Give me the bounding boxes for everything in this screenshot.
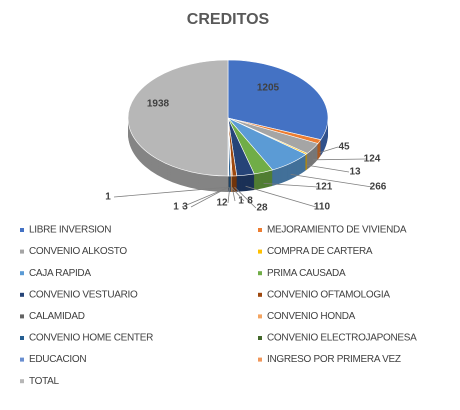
legend-swatch (20, 314, 24, 319)
leader-line (319, 146, 339, 154)
slice (127, 59, 229, 177)
legend-label: CONVENIO HOME CENTER (29, 333, 153, 344)
data-label: 1 (238, 196, 244, 207)
leader-line (113, 186, 229, 198)
data-label: 110 (314, 202, 331, 213)
leader-line (263, 183, 319, 188)
leader-line (190, 186, 229, 208)
legend-swatch (20, 249, 24, 254)
legend-swatch (20, 357, 24, 362)
leader-line (231, 186, 245, 202)
leader-line (234, 186, 257, 209)
data-label: 121 (316, 182, 333, 193)
leader-line (245, 185, 317, 208)
legend-swatch (258, 249, 262, 254)
legend-label: CONVENIO ALKOSTO (29, 246, 127, 257)
legend-swatch (258, 336, 262, 340)
legend-label: CALAMIDAD (29, 311, 85, 322)
data-label: 45 (338, 142, 350, 153)
legend-swatch (20, 292, 24, 297)
legend-label: EDUCACION (29, 354, 86, 365)
slice (227, 59, 329, 140)
chart-title: CREDITOS (187, 11, 270, 28)
data-label: 13 (349, 167, 361, 178)
legend-swatch (20, 271, 24, 276)
legend-label: COMPRA DE CARTERA (267, 246, 373, 257)
legend-label: CONVENIO HONDA (267, 311, 356, 322)
legend-label: CONVENIO VESTUARIO (29, 289, 138, 300)
legend-swatch (258, 271, 262, 276)
data-label: 266 (370, 182, 387, 193)
data-label: 1 (173, 202, 179, 213)
legend-label: LIBRE INVERSION (29, 225, 111, 236)
leader-line (231, 187, 236, 202)
legend-swatch (20, 379, 24, 384)
data-label: 124 (364, 154, 381, 165)
legend-label: CONVENIO OFTAMOLOGIA (267, 289, 390, 300)
data-label: 8 (247, 196, 253, 207)
legend-label: MEJORAMIENTO DE VIVIENDA (267, 225, 407, 236)
legend-swatch (258, 314, 262, 319)
legend-label: PRIMA CAUSADA (267, 268, 346, 279)
legend-swatch (20, 336, 24, 340)
legend-swatch (258, 357, 262, 362)
data-label: 28 (256, 203, 268, 214)
legend-label: CONVENIO ELECTROJAPONESA (267, 333, 417, 344)
leader-line (306, 164, 350, 173)
legend-label: TOTAL (29, 376, 60, 387)
leader-line (312, 158, 367, 161)
leader-line (227, 187, 231, 204)
legend-swatch (20, 228, 24, 232)
data-label: 1938 (147, 99, 170, 110)
data-label: 1 (105, 192, 111, 203)
legend-swatch (258, 292, 262, 297)
leader-line (290, 173, 373, 188)
data-label: 1205 (257, 83, 280, 94)
legend-swatch (258, 228, 262, 232)
data-label: 3 (182, 202, 188, 213)
leader-line (181, 186, 229, 208)
legend-label: CAJA RAPIDA (29, 268, 91, 279)
legend-label: INGRESO POR PRIMERA VEZ (267, 354, 401, 365)
data-label: 12 (216, 198, 228, 209)
